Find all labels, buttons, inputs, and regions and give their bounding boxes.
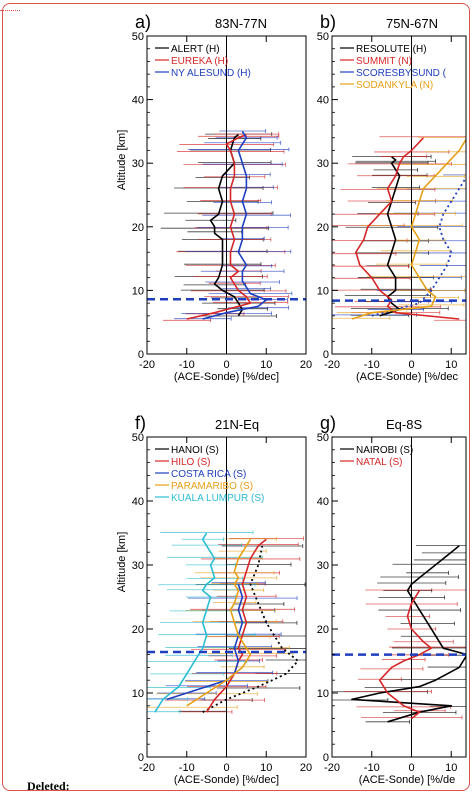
axes-frame: [331, 35, 467, 355]
panel-title: Eq-8S: [386, 417, 422, 432]
y-tick-label: 30: [317, 560, 329, 572]
plot-area: [147, 36, 306, 354]
legend-label: SCORESBYSUND (: [356, 68, 447, 79]
x-tick-label: 10: [260, 359, 272, 371]
y-tick-label: 40: [132, 95, 144, 107]
margin-connector-line: [0, 10, 20, 11]
plot-area: [332, 36, 466, 354]
legend-label: EUREKA (H): [171, 56, 228, 67]
legend-label: COSTA RICA (S): [171, 469, 246, 480]
x-tick-label: -20: [139, 359, 155, 371]
x-tick-label: -10: [364, 762, 380, 774]
y-tick-label: 20: [317, 624, 329, 636]
plot-area: [332, 437, 466, 757]
series-line: [202, 545, 299, 713]
y-tick-label: 10: [317, 285, 329, 297]
x-tick-label: -20: [324, 359, 340, 371]
series-line: [186, 538, 252, 707]
y-tick-label: 30: [132, 560, 144, 572]
y-tick-label: 50: [317, 31, 329, 43]
y-tick-label: 10: [132, 688, 144, 700]
legend-label: NAIROBI (S): [356, 445, 413, 456]
x-tick-label: 0: [408, 762, 414, 774]
axes-frame: [331, 436, 467, 758]
y-tick-label: 0: [138, 349, 144, 361]
y-tick-label: 40: [317, 496, 329, 508]
y-axis-label: Altitude [km]: [116, 130, 128, 191]
panel-title: 21N-Eq: [215, 417, 259, 432]
y-tick-label: 10: [317, 688, 329, 700]
x-tick-label: -20: [139, 762, 155, 774]
y-tick-label: 50: [132, 31, 144, 43]
y-tick-label: 0: [323, 752, 329, 764]
x-axis-label: (ACE-Sonde) [%/de: [359, 774, 456, 786]
x-tick-label: -10: [364, 359, 380, 371]
series-line: [186, 133, 252, 320]
y-tick-label: 20: [317, 222, 329, 234]
y-tick-label: 0: [138, 752, 144, 764]
panel-letter: a): [135, 12, 151, 32]
series-line: [205, 538, 267, 713]
legend-label: KUALA LUMPUR (S): [171, 493, 264, 504]
series-line: [166, 583, 244, 701]
series-line: [202, 130, 268, 320]
x-tick-label: 10: [445, 762, 457, 774]
x-axis-label: (ACE-Sonde) [%/dec]: [174, 371, 279, 383]
panel-letter: b): [320, 12, 336, 32]
chart-panel: 0 10 20 30 40 50 -20 -10 0 10 20 (ACE-Sonde) [%/dec…: [116, 12, 312, 383]
series-line: [351, 545, 466, 723]
legend-label: RESOLUTE (H): [356, 44, 427, 55]
panel-title: 75N-67N: [386, 16, 438, 31]
y-tick-label: 50: [317, 432, 329, 444]
legend-label: HANOI (S): [171, 445, 219, 456]
x-tick-label: 20: [300, 762, 312, 774]
series-line: [351, 138, 466, 320]
x-tick-label: 20: [300, 359, 312, 371]
y-axis-label: Altitude [km]: [116, 532, 128, 593]
legend-label: NATAL (S): [356, 457, 402, 468]
series-line: [378, 590, 433, 720]
y-tick-label: 50: [132, 432, 144, 444]
plot-area: [147, 437, 306, 757]
comment-frame: [2, 3, 470, 791]
panel-letter: g): [320, 413, 336, 433]
series-line: [355, 137, 460, 320]
x-tick-label: 10: [445, 359, 457, 371]
y-tick-label: 20: [132, 624, 144, 636]
y-tick-label: 30: [132, 158, 144, 170]
y-tick-label: 0: [323, 349, 329, 361]
panel-title: 83N-77N: [215, 16, 267, 31]
panel-letter: f): [135, 413, 146, 433]
legend-label: ALERT (H): [171, 44, 220, 55]
y-tick-label: 40: [317, 95, 329, 107]
x-tick-label: 0: [223, 762, 229, 774]
series-line: [154, 532, 216, 713]
legend-label: HILO (S): [171, 457, 210, 468]
y-tick-label: 40: [132, 496, 144, 508]
y-tick-label: 10: [132, 285, 144, 297]
legend-label: PARAMARIBO (S): [171, 481, 253, 492]
series-line: [371, 175, 466, 317]
x-tick-label: -10: [179, 359, 195, 371]
x-tick-label: 0: [408, 359, 414, 371]
legend-label: SODANKYLA (N): [356, 80, 433, 91]
legend-label: SUMMIT (N): [356, 56, 412, 67]
deleted-label: Deleted:: [27, 779, 70, 793]
x-axis-label: (ACE-Sonde) [%/dec: [356, 371, 459, 383]
x-axis-label: (ACE-Sonde) [%/dec]: [174, 774, 279, 786]
y-tick-label: 20: [132, 222, 144, 234]
x-tick-label: -20: [324, 762, 340, 774]
legend-label: NY ALESUND (H): [171, 68, 251, 79]
x-tick-label: 10: [260, 762, 272, 774]
series-line: [209, 133, 244, 317]
x-tick-label: -10: [179, 762, 195, 774]
x-tick-label: 0: [223, 359, 229, 371]
y-tick-label: 30: [317, 158, 329, 170]
chart-panel: 0 10 20 30 40 50 -20 -10 0 10 20 (ACE-Sonde) [%/dec…: [116, 413, 312, 786]
